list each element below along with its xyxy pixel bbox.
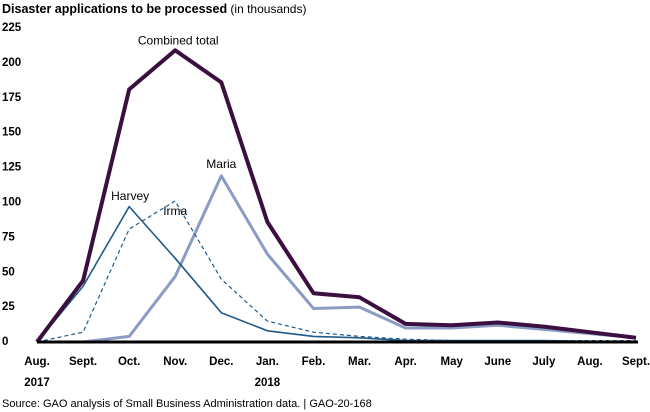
x-tick-label: Dec.: [209, 356, 233, 368]
y-tick-label: 0: [2, 336, 8, 348]
series-label: Harvey: [111, 189, 149, 203]
series-label: Combined total: [138, 34, 219, 48]
y-tick-label: 200: [2, 57, 21, 69]
y-tick-label: 25: [2, 301, 15, 313]
y-tick-label: 50: [2, 266, 15, 278]
y-tick-label: 125: [2, 162, 22, 174]
x-tick-label: Aug.: [577, 356, 603, 368]
x-tick-label: Sept.: [622, 356, 650, 368]
series-line: [35, 48, 637, 344]
title: Disaster applications to be processed: [2, 2, 227, 16]
year-label: 2018: [255, 377, 281, 389]
x-tick-label: Apr.: [394, 356, 416, 368]
x-tick-label: Oct.: [118, 356, 140, 368]
x-tick-label: Aug.: [24, 356, 50, 368]
x-tick-label: May: [441, 356, 464, 368]
y-tick-label: 175: [2, 92, 22, 104]
series-line: [37, 174, 637, 344]
source: Source: GAO analysis of Small Business A…: [2, 398, 372, 410]
x-tick-label: Mar.: [348, 356, 371, 368]
chart-title: Disaster applications to be processed (i…: [2, 2, 306, 16]
series-label: Maria: [206, 157, 236, 171]
x-tick-label: June: [484, 356, 511, 368]
x-tick-label: Sept.: [69, 356, 97, 368]
y-tick-label: 100: [2, 196, 21, 208]
series-line: [36, 205, 636, 343]
x-tick-label: Jan.: [256, 356, 279, 368]
title-unit: (in thousands): [230, 2, 306, 16]
y-tick-label: 150: [2, 127, 21, 139]
y-tick-label: 225: [2, 22, 22, 34]
x-tick-label: Feb.: [302, 356, 326, 368]
series-label: Irma: [163, 204, 187, 218]
year-label: 2017: [24, 377, 50, 389]
series-line: [36, 200, 636, 343]
y-tick-label: 75: [2, 231, 15, 243]
x-tick-label: Nov.: [163, 356, 187, 368]
x-tick-label: July: [532, 356, 556, 368]
